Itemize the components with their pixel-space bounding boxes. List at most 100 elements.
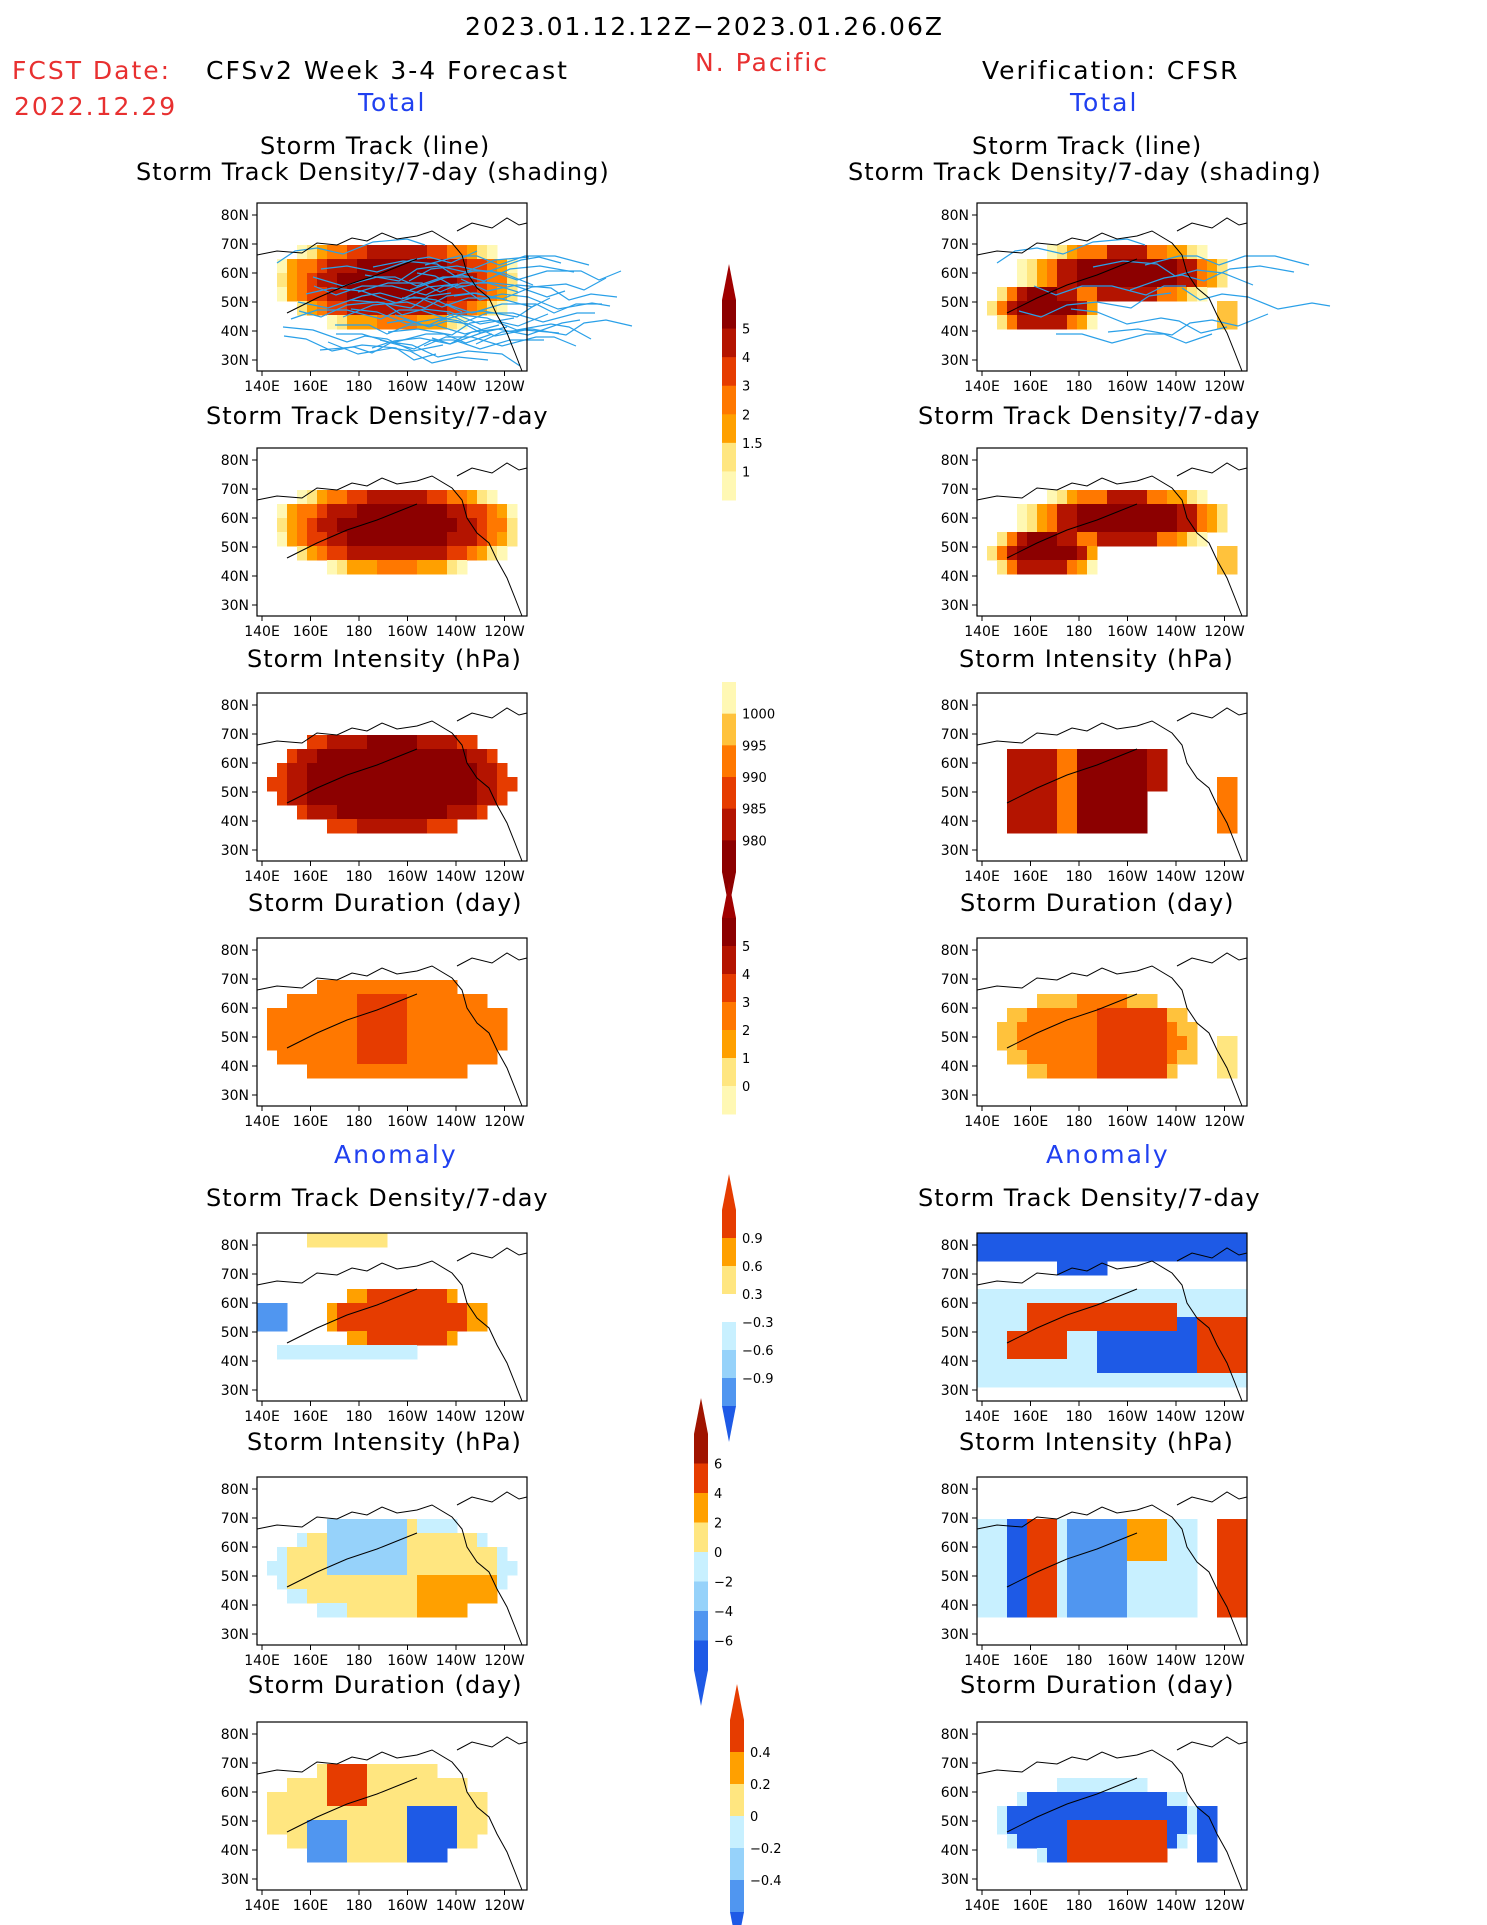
grid-cell	[1087, 1561, 1098, 1576]
grid-cell	[1127, 1289, 1138, 1304]
grid-cell	[1137, 1303, 1148, 1318]
title-r5: Storm Track Density/7-day	[918, 1184, 1261, 1212]
grid-cell	[357, 1820, 368, 1835]
lat-tick-label: 60N	[221, 511, 249, 527]
grid-cell	[397, 1589, 408, 1604]
grid-cell	[397, 1848, 408, 1863]
grid-cell	[367, 1603, 378, 1618]
grid-cell	[1107, 1022, 1118, 1037]
grid-cell	[1137, 1575, 1148, 1590]
grid-cell	[1137, 518, 1148, 533]
grid-cell	[347, 518, 358, 533]
grid-cell	[1047, 1289, 1058, 1304]
grid-cell	[307, 735, 318, 750]
grid-cell	[1107, 994, 1118, 1009]
grid-cell	[1157, 1303, 1168, 1318]
grid-cell	[387, 518, 398, 533]
grid-cell	[457, 1064, 468, 1079]
lon-tick-label: 140W	[1156, 379, 1197, 395]
coastline	[256, 230, 523, 372]
grid-cell	[467, 1022, 478, 1037]
grid-cell	[357, 1778, 368, 1793]
grid-cell	[357, 490, 368, 505]
lat-tick-label: 50N	[941, 785, 969, 801]
grid-cell	[1077, 819, 1088, 834]
grid-cell	[1027, 791, 1038, 806]
grid-cell	[1097, 1064, 1108, 1079]
lon-tick-label: 120W	[1204, 1898, 1245, 1914]
grid-cell	[467, 1036, 478, 1051]
grid-cell	[367, 1519, 378, 1534]
grid-cell	[1177, 1036, 1188, 1051]
grid-cell	[297, 763, 308, 778]
grid-cell	[447, 1806, 458, 1821]
grid-cell	[1087, 1008, 1098, 1023]
grid-cell	[267, 777, 278, 792]
grid-cell	[1157, 1317, 1168, 1332]
grid-cell	[337, 1036, 348, 1051]
grid-cell	[1007, 1589, 1018, 1604]
grid-cell	[467, 532, 478, 547]
arctic-coast	[456, 1736, 528, 1751]
grid-cell	[287, 777, 298, 792]
grid-cell	[487, 1008, 498, 1023]
grid-cell	[1167, 1806, 1178, 1821]
grid-cell	[1197, 518, 1208, 533]
grid-cell	[1137, 1331, 1148, 1346]
grid-cell	[377, 1547, 388, 1562]
grid-cell	[407, 490, 418, 505]
lat-tick-label: 30N	[941, 353, 969, 369]
grid-cell	[1217, 1373, 1228, 1388]
grid-cell	[317, 518, 328, 533]
grid-cell	[317, 287, 328, 302]
colorbar-segment	[722, 918, 736, 947]
grid-cell	[1017, 1050, 1028, 1065]
grid-cell	[457, 1820, 468, 1835]
grid-cell	[1087, 994, 1098, 1009]
grid-cell	[1137, 1806, 1148, 1821]
grid-cell	[1207, 1345, 1218, 1360]
grid-cell	[297, 805, 308, 820]
grid-cell	[1117, 791, 1128, 806]
grid-cell	[1047, 1519, 1058, 1534]
grid-cell	[327, 504, 338, 519]
grid-cell	[317, 777, 328, 792]
grid-cell	[1067, 490, 1078, 505]
grid-cell	[1047, 1345, 1058, 1360]
grid-cell	[1127, 287, 1138, 302]
grid-cell	[437, 546, 448, 561]
grid-cell	[1047, 1247, 1058, 1262]
grid-cell	[1197, 1317, 1208, 1332]
grid-cell	[387, 1064, 398, 1079]
grid-cell	[1017, 749, 1028, 764]
grid-cell	[377, 791, 388, 806]
colorbar-segment	[694, 1434, 708, 1464]
lon-tick-label: 140W	[1156, 1409, 1197, 1425]
grid-cell	[1037, 1533, 1048, 1548]
grid-cell	[397, 1008, 408, 1023]
colorbar-segment	[694, 1463, 708, 1494]
grid-cell	[1127, 1317, 1138, 1332]
lat-tick-label: 40N	[221, 1843, 249, 1859]
grid-cell	[1127, 532, 1138, 547]
colorbar-label: 985	[742, 803, 767, 818]
grid-cell	[997, 1820, 1008, 1835]
grid-cell	[407, 1561, 418, 1576]
grid-cell	[337, 735, 348, 750]
grid-cell	[327, 1589, 338, 1604]
grid-cell	[1117, 1820, 1128, 1835]
grid-cell	[447, 1008, 458, 1023]
grid-cell	[1027, 1289, 1038, 1304]
grid-cell	[507, 518, 518, 533]
grid-cell	[1127, 1359, 1138, 1374]
grid-cell	[1087, 1331, 1098, 1346]
grid-cell	[407, 1764, 418, 1779]
lat-tick-label: 40N	[941, 1354, 969, 1370]
grid-cell	[307, 1008, 318, 1023]
colorbar-segment	[722, 1350, 736, 1379]
grid-cell	[1077, 1247, 1088, 1262]
arctic-coast	[1176, 1491, 1248, 1506]
grid-cell	[307, 749, 318, 764]
grid-cell	[367, 819, 378, 834]
grid-cell	[1037, 1022, 1048, 1037]
